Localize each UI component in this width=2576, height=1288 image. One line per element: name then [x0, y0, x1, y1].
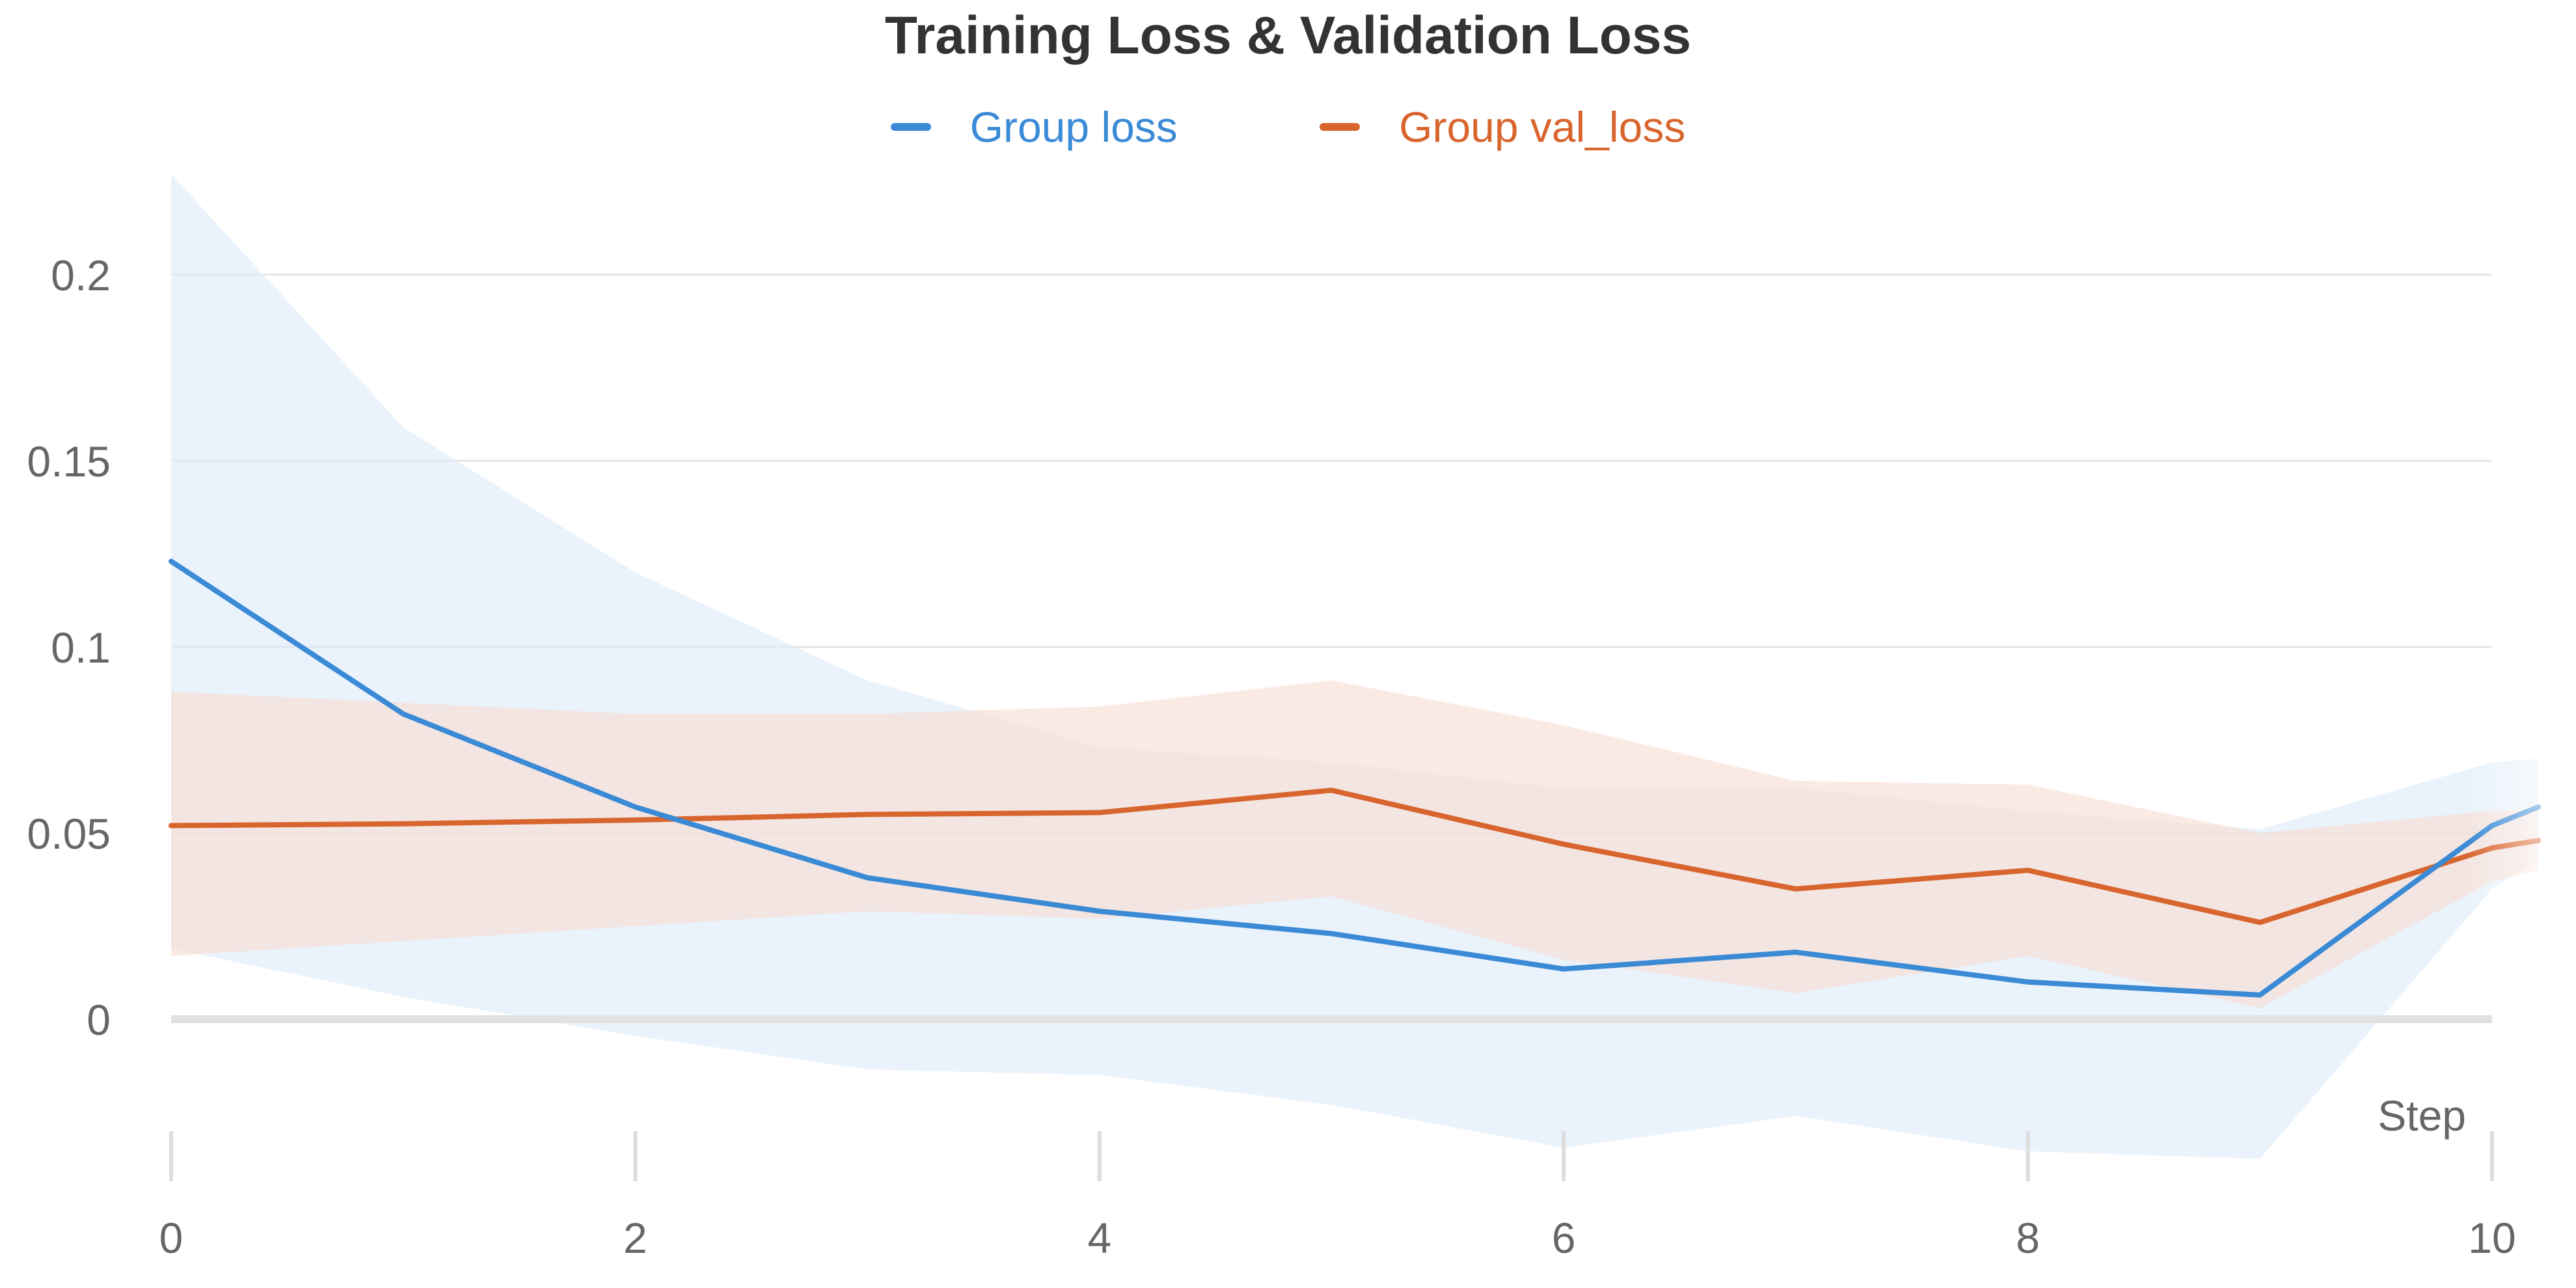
y-tick-label: 0.15 [27, 437, 111, 486]
x-tick-label: 4 [1087, 1214, 1111, 1262]
x-tick-label: 8 [2016, 1214, 2040, 1262]
legend-label-loss: Group loss [969, 103, 1178, 151]
x-tick-label: 6 [1552, 1214, 1576, 1262]
legend-label-val-loss: Group val_loss [1399, 103, 1686, 151]
right-edge-fade [2466, 703, 2576, 1015]
x-tick-label: 10 [2468, 1214, 2515, 1262]
x-axis-title: Step [2378, 1091, 2466, 1140]
legend-item-val-loss[interactable]: Group val_loss [1320, 102, 1685, 152]
y-tick-label: 0.1 [51, 623, 111, 672]
band-val-loss [171, 680, 2539, 1008]
legend-swatch-loss [890, 123, 931, 131]
x-tick-label: 0 [159, 1214, 183, 1262]
band-loss [171, 174, 2539, 1159]
legend-swatch-val-loss [1320, 123, 1361, 131]
y-tick-label: 0 [87, 996, 111, 1044]
confidence-bands [171, 174, 2539, 1159]
series-line-loss [169, 558, 2542, 998]
legend-item-loss[interactable]: Group loss [890, 102, 1178, 152]
y-tick-label: 0.05 [27, 810, 111, 858]
legend: Group loss Group val_loss [0, 91, 2576, 152]
series-lines [169, 558, 2542, 998]
series-line-val-loss [169, 788, 2542, 925]
y-tick-label: 0.2 [51, 251, 111, 299]
chart-title: Training Loss & Validation Loss [884, 6, 1692, 65]
x-tick-label: 2 [623, 1214, 647, 1262]
axes: 0 0.05 0.1 0.15 0.2 0 2 4 6 8 10 [27, 251, 2516, 1262]
